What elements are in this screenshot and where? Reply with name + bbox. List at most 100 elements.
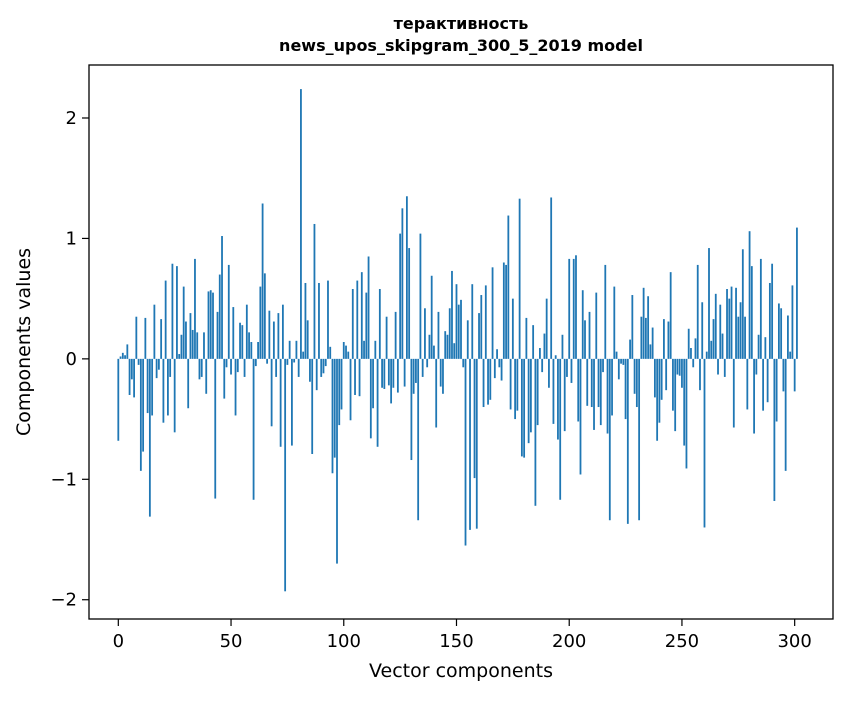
bar — [266, 358, 269, 364]
bar — [239, 322, 241, 359]
bar — [493, 358, 496, 379]
bar — [218, 274, 221, 359]
bar — [498, 358, 501, 368]
chart-title-line-2: news_upos_skipgram_300_5_2019 model — [279, 36, 643, 55]
bar — [633, 358, 636, 394]
bar — [320, 358, 323, 377]
bar — [309, 358, 311, 382]
bar — [144, 317, 147, 359]
bar — [534, 358, 537, 506]
bar — [351, 289, 354, 359]
bar — [369, 358, 372, 439]
bar — [559, 358, 562, 500]
bar — [286, 358, 289, 365]
bar — [281, 304, 284, 359]
bar — [570, 358, 573, 383]
bar — [620, 358, 622, 364]
y-tick-label: 2 — [66, 108, 77, 129]
bar — [626, 358, 629, 524]
bar — [176, 266, 178, 359]
bar — [757, 334, 760, 359]
bar — [426, 358, 429, 368]
bar — [430, 275, 433, 359]
bar — [575, 255, 577, 359]
x-tick-label: 200 — [552, 631, 586, 652]
bar — [473, 358, 476, 479]
bar — [649, 344, 652, 359]
bar — [241, 325, 244, 359]
bar — [322, 358, 325, 374]
bar — [505, 264, 507, 359]
bar — [356, 280, 359, 359]
bar — [615, 351, 618, 359]
bar — [225, 358, 228, 368]
bar — [227, 264, 230, 359]
bar — [437, 311, 440, 359]
bar — [568, 258, 571, 359]
bar — [318, 282, 320, 359]
bar — [293, 358, 296, 363]
bar — [297, 358, 300, 377]
bar — [162, 358, 165, 423]
bar — [268, 310, 271, 359]
bar — [148, 358, 151, 517]
bar — [653, 358, 656, 398]
bar — [327, 280, 329, 359]
bar — [151, 358, 154, 416]
bar — [324, 358, 327, 367]
bar — [300, 89, 302, 359]
bar — [787, 315, 789, 359]
bar — [295, 340, 298, 359]
x-tick-label: 100 — [327, 631, 361, 652]
bar — [502, 262, 505, 359]
bar — [737, 316, 740, 359]
bar — [475, 358, 478, 529]
bar — [157, 358, 160, 370]
bar — [719, 304, 722, 359]
bar — [789, 351, 792, 359]
y-tick-label: 1 — [66, 228, 77, 249]
bar — [374, 340, 377, 359]
y-tick-label: 0 — [66, 349, 77, 370]
bar — [403, 358, 406, 387]
bar — [606, 358, 609, 434]
bar — [433, 345, 435, 359]
bar — [699, 358, 701, 391]
bar — [212, 292, 214, 359]
bar — [744, 316, 746, 359]
bar — [392, 358, 395, 388]
bar — [518, 198, 521, 359]
bar — [365, 292, 368, 359]
bar — [496, 349, 498, 359]
bar — [748, 231, 751, 359]
bar — [360, 272, 363, 359]
bar — [209, 290, 212, 359]
bar — [766, 358, 769, 403]
bar — [279, 358, 282, 447]
bar — [692, 358, 695, 368]
bar — [660, 358, 663, 400]
bar — [169, 358, 172, 377]
bar — [230, 358, 232, 375]
bar — [796, 227, 798, 359]
bar — [520, 358, 523, 457]
bar — [191, 329, 194, 359]
bar — [311, 358, 314, 454]
bar — [329, 346, 332, 359]
bar — [457, 304, 460, 359]
bar — [584, 320, 586, 359]
bar — [762, 358, 765, 411]
bar — [593, 358, 595, 430]
bar — [590, 358, 593, 408]
bar — [642, 287, 645, 359]
bar — [613, 286, 616, 359]
bar — [714, 293, 717, 359]
bar — [644, 317, 647, 359]
bar — [514, 358, 517, 420]
bar — [284, 358, 287, 592]
bar — [791, 285, 794, 359]
bar — [340, 358, 343, 410]
bar — [572, 258, 575, 359]
bar — [428, 334, 431, 359]
